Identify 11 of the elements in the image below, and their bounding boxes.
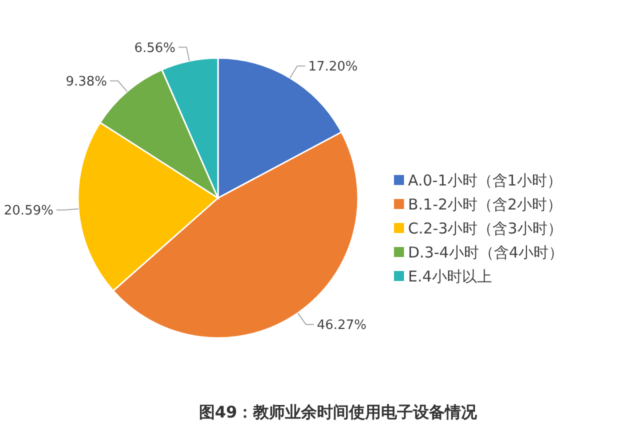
legend-label: D.3-4小时（含4小时）: [408, 243, 564, 262]
legend-label: C.2-3小时（含3小时）: [408, 219, 562, 238]
text: 图49：教师业余时间使用电子设备情况: [198, 402, 478, 422]
data-label: 17.20%: [308, 59, 358, 74]
legend-label: B.1-2小时（含2小时）: [408, 195, 562, 214]
data-label: 46.27%: [316, 318, 366, 334]
data-label: 6.56%: [134, 40, 176, 56]
data-label: 9.38%: [66, 74, 107, 90]
legend-label: A.0-1小时（含1小时）: [408, 171, 562, 190]
data-label: 20.59%: [4, 203, 54, 218]
legend-label: E.4小时以上: [408, 267, 492, 286]
